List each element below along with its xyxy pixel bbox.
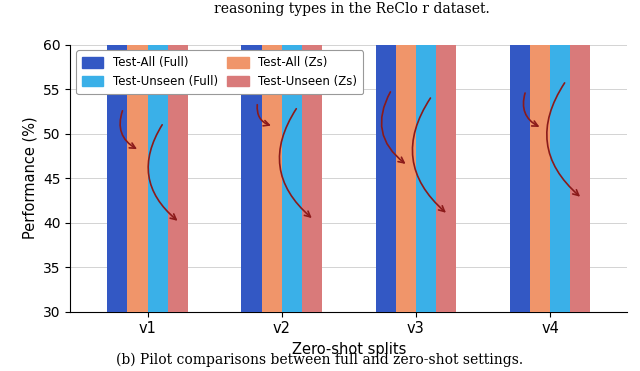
Bar bbox=[510, 92, 530, 371]
Bar bbox=[262, 0, 282, 312]
Bar bbox=[396, 0, 416, 312]
Bar bbox=[108, 109, 127, 371]
Bar bbox=[530, 0, 550, 312]
Bar bbox=[550, 0, 570, 312]
Bar bbox=[241, 0, 262, 312]
Bar bbox=[510, 0, 530, 312]
Bar bbox=[436, 0, 456, 312]
Bar bbox=[376, 0, 396, 312]
Bar bbox=[282, 0, 302, 312]
Bar bbox=[530, 131, 550, 371]
Bar bbox=[396, 168, 416, 371]
Bar bbox=[436, 217, 456, 371]
Bar bbox=[127, 153, 148, 371]
Bar bbox=[416, 0, 436, 312]
Bar bbox=[376, 91, 396, 371]
Bar bbox=[127, 0, 148, 312]
Bar bbox=[570, 201, 590, 371]
Bar bbox=[168, 225, 188, 371]
Y-axis label: Performance (%): Performance (%) bbox=[22, 117, 38, 239]
Text: reasoning types in the ReClo r dataset.: reasoning types in the ReClo r dataset. bbox=[214, 2, 490, 16]
Legend: Test-All (Full), Test-Unseen (Full), Test-All (Zs), Test-Unseen (Zs): Test-All (Full), Test-Unseen (Full), Tes… bbox=[76, 50, 363, 94]
Bar bbox=[302, 223, 322, 371]
Bar bbox=[570, 0, 590, 312]
Bar bbox=[108, 0, 127, 312]
Bar bbox=[148, 124, 168, 371]
Bar bbox=[302, 0, 322, 312]
Bar bbox=[241, 103, 262, 371]
X-axis label: Zero-shot splits: Zero-shot splits bbox=[292, 342, 406, 357]
Bar bbox=[550, 82, 570, 371]
Bar bbox=[262, 129, 282, 371]
Bar bbox=[416, 97, 436, 371]
Bar bbox=[168, 0, 188, 312]
Bar bbox=[282, 108, 302, 371]
Text: (b) Pilot comparisons between full and zero-shot settings.: (b) Pilot comparisons between full and z… bbox=[116, 353, 524, 367]
Bar bbox=[148, 0, 168, 312]
